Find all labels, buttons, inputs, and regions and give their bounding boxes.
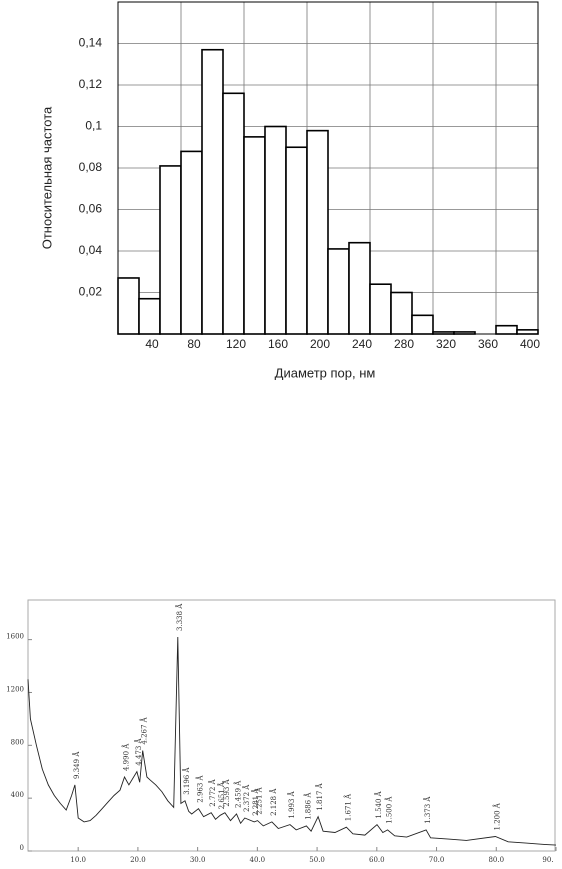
bar <box>390 291 413 335</box>
x-tick-label: 400 <box>520 337 540 351</box>
peak-label: 3.196 Å <box>182 767 191 795</box>
x-tick-label: 40.0 <box>250 856 266 864</box>
x-tick-label: 360 <box>478 337 498 351</box>
peak-label: 1.500 Å <box>385 796 394 824</box>
histogram-chart: Диаметр пор, нм Относительная частота 0,… <box>39 1 540 380</box>
x-tick-label: 240 <box>352 337 372 351</box>
x-tick-label: 40 <box>145 337 159 351</box>
y-tick-label: 0,06 <box>79 202 103 216</box>
peak-label: 3.338 Å <box>175 603 184 631</box>
peak-label: 2.372 Å <box>242 784 251 812</box>
y-tick-label: 400 <box>11 791 24 799</box>
peak-label: 2.128 Å <box>269 788 278 816</box>
bar <box>285 146 308 335</box>
x-tick-label: 80 <box>187 337 201 351</box>
y-tick-label: 0,04 <box>79 243 103 257</box>
peak-label: 2.963 Å <box>195 774 204 802</box>
x-tick-label: 80.0 <box>488 856 504 864</box>
peak-label: 2.772 Å <box>208 778 217 806</box>
x-tick-label: 30.0 <box>190 856 206 864</box>
bar <box>138 297 161 335</box>
peak-label: 2.459 Å <box>234 780 243 808</box>
bar <box>516 329 539 335</box>
peak-label: 1.993 Å <box>287 790 296 818</box>
bar <box>117 277 140 335</box>
bar <box>495 324 518 335</box>
peak-label: 4.990 Å <box>122 743 131 771</box>
bar <box>348 241 371 335</box>
peak-label: 4.473 Å <box>134 737 143 765</box>
y-tick-label: 1600 <box>6 633 24 641</box>
peak-label: 9.349 Å <box>72 751 81 779</box>
y-axis-title: Относительная частота <box>39 106 54 249</box>
peak-label: 2.251 Å <box>254 786 263 814</box>
peak-label: 1.200 Å <box>492 802 501 830</box>
x-tick-label: 10.0 <box>70 856 86 864</box>
peak-label: 1.540 Å <box>374 790 383 818</box>
bar <box>201 48 224 335</box>
x-tick-label: 50.0 <box>309 856 325 864</box>
y-tick-label: 800 <box>11 738 24 746</box>
bar <box>264 125 287 335</box>
y-tick-label: 0 <box>20 844 24 852</box>
bar <box>180 150 203 335</box>
peak-label: 2.281 Å <box>251 788 260 816</box>
peak-label: 2.651 Å <box>217 781 226 809</box>
bar <box>369 283 392 335</box>
x-tick-label: 280 <box>394 337 414 351</box>
peak-label: 1.671 Å <box>343 793 352 821</box>
bar <box>306 129 329 335</box>
plot-frame <box>117 1 539 335</box>
bar <box>411 314 434 335</box>
peak-label: 2.593 Å <box>222 778 231 806</box>
bar <box>222 92 245 335</box>
y-tick-label: 0,1 <box>85 119 102 133</box>
y-tick-label: 1200 <box>6 685 24 693</box>
x-tick-label: 90. <box>542 856 553 864</box>
y-tick-label: 0,08 <box>79 160 103 174</box>
pattern-line <box>27 636 557 846</box>
y-tick-label: 0,02 <box>79 285 103 299</box>
x-axis-title: Диаметр пор, нм <box>275 365 376 380</box>
x-tick-label: 70.0 <box>429 856 445 864</box>
y-tick-label: 0,14 <box>79 36 103 50</box>
peak-label: 1.373 Å <box>423 796 432 824</box>
peak-label: 1.886 Å <box>303 792 312 820</box>
y-tick-label: 0,12 <box>79 77 103 91</box>
peak-label: 1.817 Å <box>315 782 324 810</box>
x-tick-label: 160 <box>268 337 288 351</box>
x-tick-label: 120 <box>226 337 246 351</box>
x-tick-label: 60.0 <box>369 856 385 864</box>
x-tick-label: 200 <box>310 337 330 351</box>
bar <box>327 248 350 335</box>
xrd-chart: 0 400 800 1200 1600 10.0 20.0 30.0 40.0 50.0 60.0 7… <box>6 599 557 864</box>
peak-label: 4.267 Å <box>140 716 149 744</box>
bar <box>243 136 266 335</box>
x-tick-label: 320 <box>436 337 456 351</box>
bar <box>159 165 182 335</box>
plot-frame <box>27 599 556 852</box>
x-tick-label: 20.0 <box>130 856 146 864</box>
